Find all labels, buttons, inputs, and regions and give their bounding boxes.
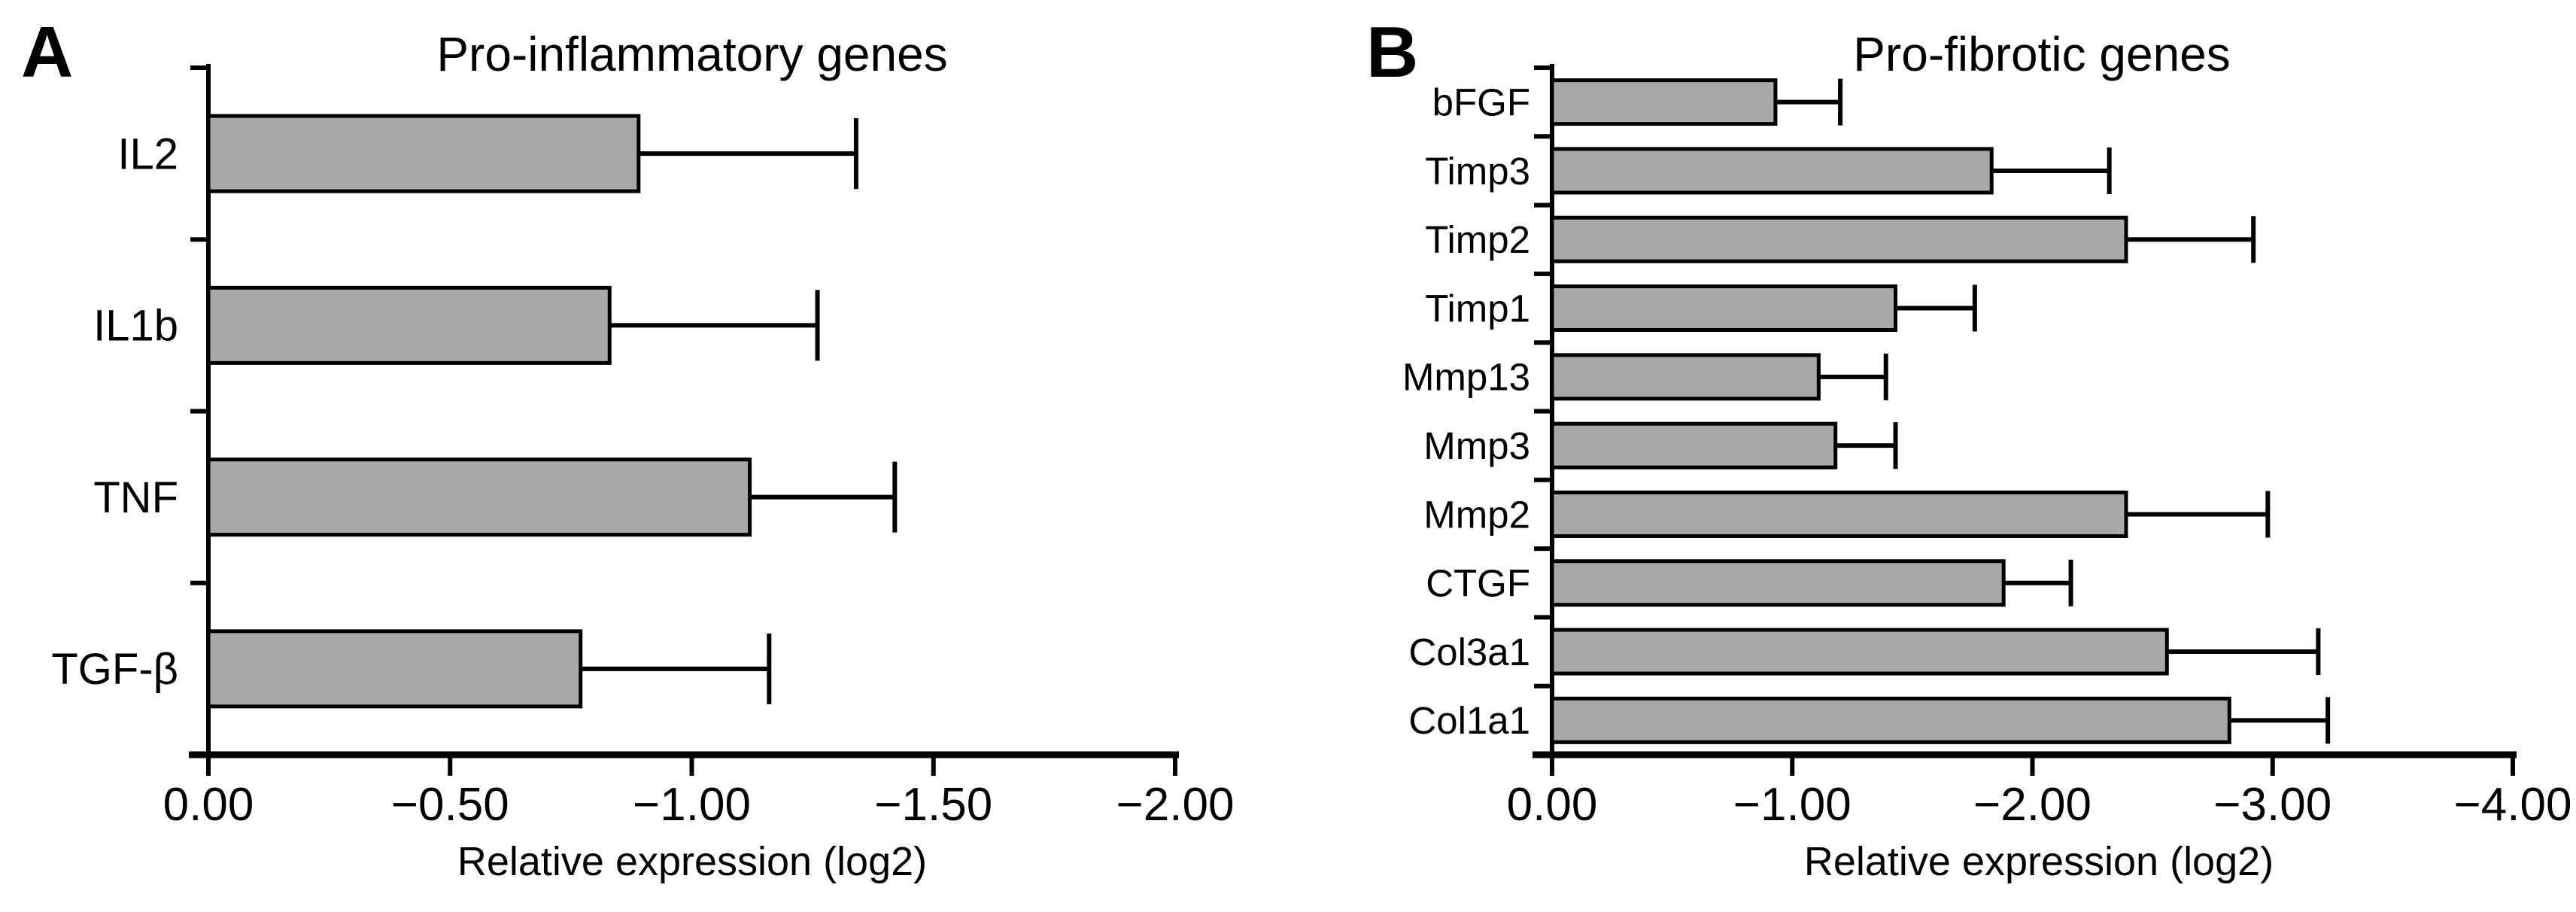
bar-bFGF: [1550, 78, 1778, 126]
bar-TNF: [206, 458, 752, 537]
category-label-Timp1: Timp1: [1425, 287, 1530, 330]
category-label-TGF-β: TGF-β: [51, 645, 178, 694]
x-tick-label: −1.00: [633, 779, 751, 831]
bar-TGF-β: [206, 629, 583, 709]
bar-CTGF: [1550, 559, 2006, 607]
x-axis-label-a: Relative expression (log2): [457, 839, 928, 884]
category-label-TNF: TNF: [93, 473, 178, 522]
bar-Col3a1: [1550, 628, 2169, 676]
x-tick-label: −1.00: [1733, 779, 1852, 831]
category-label-Timp2: Timp2: [1425, 218, 1530, 261]
panel-a: A Pro-inflammatory genes 0.00 −0.50 −1.00 −…: [21, 12, 1235, 883]
chart-title-pro-fibrotic: Pro-fibrotic genes: [1853, 27, 2231, 81]
bar-Mmp2: [1550, 490, 2128, 538]
category-label-IL1b: IL1b: [93, 302, 178, 351]
bar-Mmp13: [1550, 353, 1821, 401]
category-label-Mmp3: Mmp3: [1423, 424, 1530, 467]
bar-Timp2: [1550, 215, 2128, 263]
panel-letter-a: A: [21, 12, 74, 93]
bar-Timp1: [1550, 284, 1898, 333]
x-tick-label: −4.00: [2454, 779, 2572, 831]
category-label-Mmp13: Mmp13: [1402, 356, 1530, 399]
panel-b: B Pro-fibrotic genes 0.00 −1.00 −2.00 −3.00…: [1288, 0, 2576, 912]
category-label-Timp3: Timp3: [1425, 150, 1530, 193]
x-tick-label: −2.00: [1973, 779, 2091, 831]
bar-IL1b: [206, 285, 612, 365]
x-axis-label-b: Relative expression (log2): [1803, 839, 2274, 884]
bar-Mmp3: [1550, 421, 1838, 470]
x-tick-label: −0.50: [391, 779, 509, 831]
category-label-IL2: IL2: [117, 129, 178, 178]
chart-title-pro-inflammatory: Pro-inflammatory genes: [436, 27, 948, 81]
x-tick-label: 0.00: [1507, 779, 1598, 831]
bar-IL2: [206, 114, 641, 193]
category-label-Col1a1: Col1a1: [1408, 699, 1530, 742]
bar-Timp3: [1550, 147, 1994, 195]
bar-Col1a1: [1550, 696, 2231, 744]
category-label-Col3a1: Col3a1: [1408, 631, 1530, 673]
bar-chart-pro-fibrotic: 0.00 −1.00 −2.00 −3.00 −4.00 bFGF Timp3 Timp2 Ti…: [1402, 64, 2572, 831]
category-label-Mmp2: Mmp2: [1423, 493, 1530, 536]
panel-letter-b: B: [1366, 12, 1419, 93]
category-label-CTGF: CTGF: [1426, 562, 1530, 605]
x-tick-label: 0.00: [163, 779, 254, 831]
category-label-bFGF: bFGF: [1432, 81, 1530, 124]
x-tick-label: −1.50: [874, 779, 992, 831]
x-tick-label: −3.00: [2213, 779, 2331, 831]
bar-chart-pro-inflammatory: 0.00 −0.50 −1.00 −1.50 −2.00 IL2 IL1b TNF TGF-β: [51, 64, 1235, 831]
x-tick-label: −2.00: [1116, 779, 1235, 831]
